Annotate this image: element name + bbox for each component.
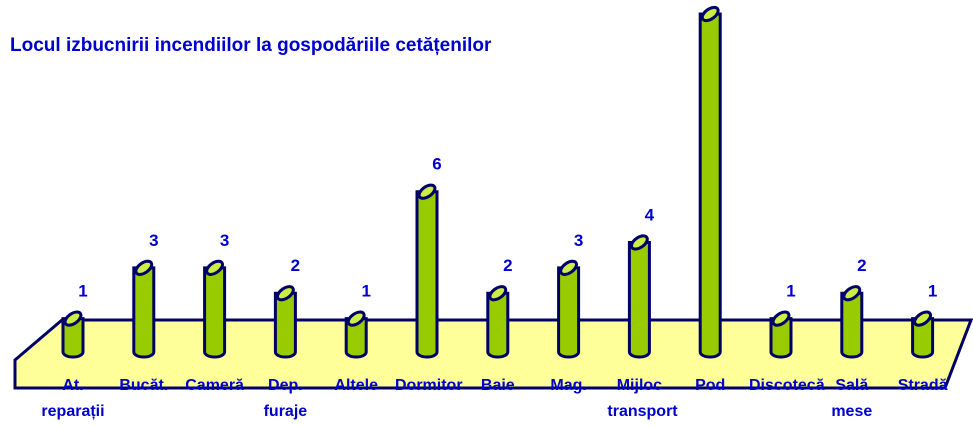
x-tick-label: Pod <box>695 377 726 394</box>
bar <box>415 183 439 359</box>
value-label: 1 <box>786 282 795 301</box>
bar <box>132 259 156 359</box>
bar <box>557 259 581 359</box>
value-label: 2 <box>503 256 512 275</box>
bar <box>698 5 722 359</box>
value-label: 1 <box>78 282 87 301</box>
x-tick-label: Mag. <box>550 377 587 394</box>
value-label: 2 <box>857 256 866 275</box>
bar <box>840 285 864 359</box>
bar <box>61 310 85 359</box>
bar <box>203 259 227 359</box>
x-tick-label: Sală mese <box>831 377 873 420</box>
x-tick-label: Dep. furaje <box>263 377 308 420</box>
value-label: 3 <box>149 231 158 250</box>
value-label: 2 <box>291 256 300 275</box>
value-label: 3 <box>220 231 229 250</box>
chart-title: Locul izbucnirii incendiilor la gospodăr… <box>10 35 492 56</box>
bar <box>911 310 935 359</box>
value-label: 4 <box>645 205 655 224</box>
x-tick-label: Baie <box>480 377 515 394</box>
x-tick-label: Dormitor <box>395 377 463 394</box>
bar <box>486 285 510 359</box>
x-tick-label: At. reparații <box>41 377 105 420</box>
x-tick-label: Discotecă <box>749 377 825 394</box>
x-tick-label: Cameră <box>185 377 244 394</box>
bar <box>769 310 793 359</box>
x-tick-label: Altele <box>334 377 378 394</box>
x-tick-label: Stradă <box>897 377 948 394</box>
x-tick-label: Mijloc transport <box>607 377 678 420</box>
value-label: 6 <box>432 155 441 174</box>
bar <box>344 310 368 359</box>
bar <box>273 285 297 359</box>
x-tick-label: Bucăt. <box>119 377 169 394</box>
value-label: 1 <box>928 282 937 301</box>
bar <box>627 234 651 359</box>
value-label: 3 <box>574 231 583 250</box>
value-label: 1 <box>361 282 370 301</box>
